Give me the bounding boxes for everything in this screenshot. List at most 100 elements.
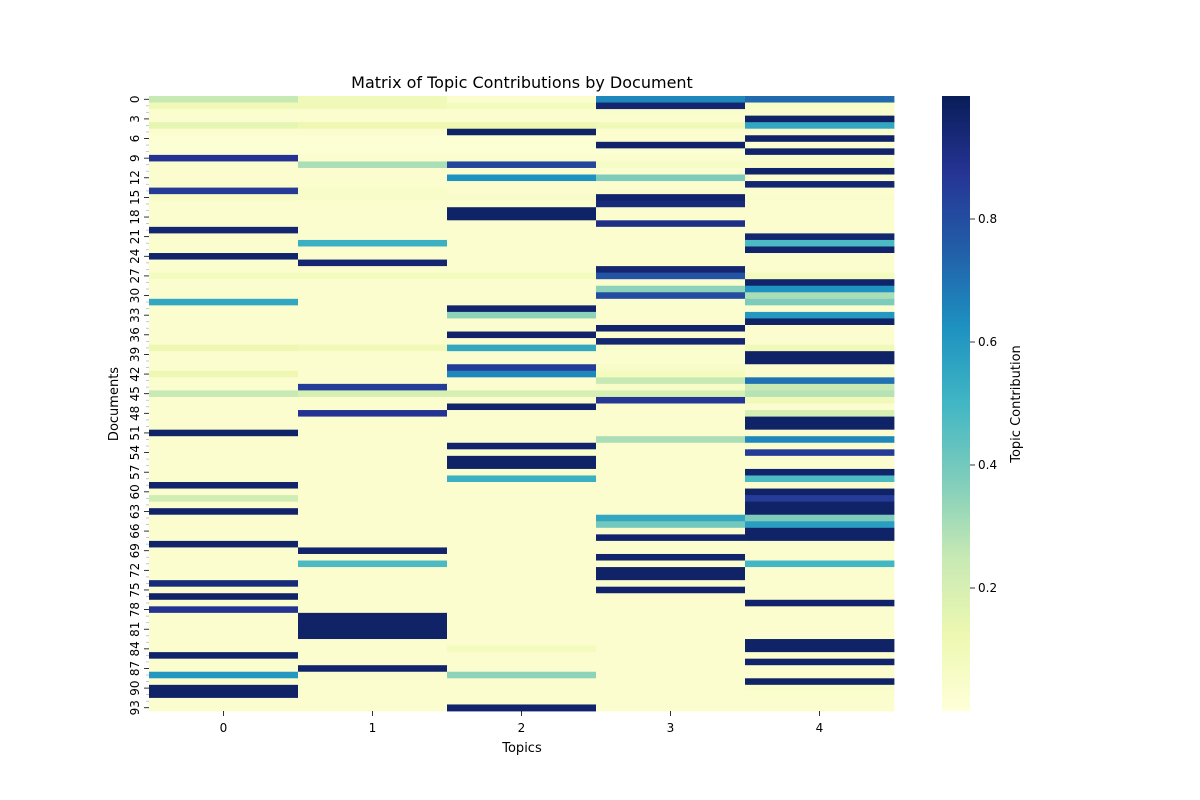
heatmap-cell (298, 115, 448, 123)
heatmap-cell (596, 508, 746, 516)
heatmap-cell (298, 691, 448, 699)
heatmap-cell (596, 658, 746, 666)
heatmap-cell (447, 632, 597, 640)
heatmap-cell (298, 351, 448, 359)
heatmap-cell (149, 109, 299, 117)
heatmap-cell (447, 593, 597, 601)
heatmap-cell (149, 691, 299, 699)
heatmap-cell (298, 567, 448, 574)
heatmap-cell (149, 580, 299, 588)
heatmap-cell (745, 632, 895, 640)
heatmap-cell (745, 691, 895, 699)
heatmap-cell (596, 383, 746, 391)
heatmap-cell (447, 311, 597, 319)
heatmap-cell (298, 540, 448, 548)
heatmap-cell (745, 338, 895, 346)
heatmap-cell (149, 200, 299, 208)
y-tick-label: 75 (128, 582, 142, 597)
heatmap-cell (298, 148, 448, 156)
heatmap-cell (596, 311, 746, 319)
heatmap-cell (298, 684, 448, 692)
heatmap-cell (745, 455, 895, 463)
heatmap-cell (447, 488, 597, 496)
heatmap-cell (596, 468, 746, 476)
heatmap-cell (298, 403, 448, 411)
heatmap-cell (298, 416, 448, 424)
heatmap-cell (745, 521, 895, 529)
heatmap-cell (745, 390, 895, 398)
heatmap-cell (745, 580, 895, 588)
heatmap-cell (447, 285, 597, 293)
heatmap-cell (447, 665, 597, 673)
heatmap-cell (447, 671, 597, 679)
heatmap-cell (149, 239, 299, 247)
heatmap-cell (745, 403, 895, 411)
heatmap-cell (596, 678, 746, 686)
heatmap-cell (745, 226, 895, 234)
heatmap-cell (149, 658, 299, 666)
heatmap-cell (745, 148, 895, 156)
heatmap-cell (745, 449, 895, 457)
heatmap-cell (447, 135, 597, 143)
heatmap-cell (596, 396, 746, 404)
heatmap-cell (298, 141, 448, 149)
y-tick-label: 78 (128, 602, 142, 617)
heatmap-cell (745, 429, 895, 437)
colorbar-tick-label: 0.8 (978, 212, 997, 226)
heatmap-cell (745, 396, 895, 404)
heatmap-cell (149, 652, 299, 660)
heatmap-cell (596, 246, 746, 254)
heatmap-cell (745, 292, 895, 300)
heatmap-cell (149, 96, 299, 103)
heatmap-cell (596, 141, 746, 149)
heatmap-cell (298, 423, 448, 431)
heatmap-cell (298, 181, 448, 188)
y-tick-label: 3 (128, 115, 142, 123)
heatmap-cell (745, 665, 895, 673)
heatmap-cell (298, 410, 448, 417)
heatmap-cell (596, 612, 746, 620)
heatmap-cell (596, 540, 746, 548)
heatmap-cell (149, 154, 299, 162)
heatmap-cell (745, 181, 895, 188)
heatmap-cell (745, 253, 895, 260)
heatmap-cell (745, 383, 895, 391)
heatmap-cell (596, 148, 746, 156)
heatmap-cell (298, 96, 448, 103)
heatmap-cell (447, 194, 597, 202)
heatmap-cell (298, 161, 448, 169)
heatmap-cell (745, 324, 895, 332)
heatmap-cell (298, 704, 448, 712)
heatmap-cell (149, 619, 299, 627)
x-tick-label: 0 (220, 721, 228, 735)
heatmap-cell (447, 187, 597, 195)
heatmap-cell (149, 488, 299, 496)
heatmap-cell (298, 292, 448, 300)
heatmap-cell (298, 331, 448, 339)
heatmap-cell (298, 194, 448, 202)
heatmap-cell (596, 161, 746, 169)
heatmap-cell (149, 128, 299, 136)
heatmap-cell (447, 324, 597, 332)
heatmap-cell (596, 455, 746, 463)
heatmap-cell (745, 141, 895, 149)
heatmap-cell (745, 416, 895, 424)
y-tick-label: 60 (128, 484, 142, 499)
heatmap-cell (447, 462, 597, 470)
heatmap-cell (298, 482, 448, 489)
heatmap-cell (745, 128, 895, 136)
heatmap-cell (298, 553, 448, 561)
heatmap-cell (745, 285, 895, 293)
heatmap-cell (447, 691, 597, 699)
heatmap-cell (149, 272, 299, 280)
y-tick-label: 87 (128, 661, 142, 676)
heatmap-cell (596, 364, 746, 372)
heatmap-cell (596, 331, 746, 339)
heatmap-cell (447, 181, 597, 188)
heatmap-cell (596, 429, 746, 437)
heatmap-cell (596, 338, 746, 346)
heatmap-cell (149, 213, 299, 221)
heatmap-cell (596, 370, 746, 378)
heatmap-cell (149, 521, 299, 529)
heatmap-cell (298, 508, 448, 516)
